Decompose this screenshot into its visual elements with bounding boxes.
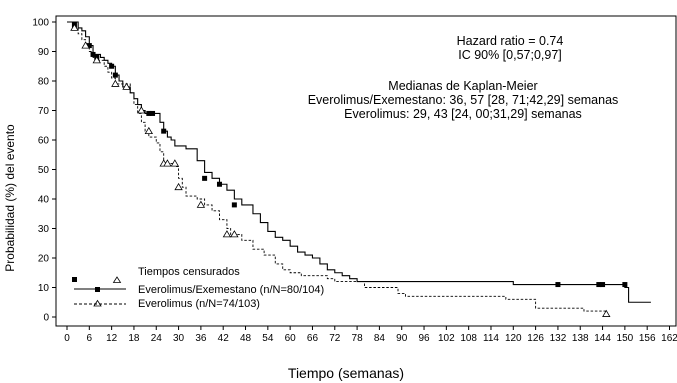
x-tick-label: 12 — [106, 333, 118, 344]
annotations: Hazard ratio = 0.74 IC 90% [0,57;0,97] M… — [308, 34, 619, 121]
median-combo-text: Everolimus/Exemestano: 36, 57 [28, 71;42… — [308, 93, 619, 107]
censor-mark-triangle — [602, 309, 611, 317]
y-tick-label: 80 — [38, 77, 50, 88]
y-tick-label: 30 — [38, 224, 50, 235]
y-tick-label: 20 — [38, 254, 50, 265]
x-tick-label: 138 — [572, 333, 589, 344]
legend-label-combo: Everolimus/Exemestano (n/N=80/104) — [138, 284, 324, 296]
censor-mark-square — [86, 43, 92, 49]
x-tick-label: 72 — [329, 333, 341, 344]
y-tick-label: 50 — [38, 165, 50, 176]
censor-mark-triangle — [137, 106, 146, 114]
censor-mark-square — [161, 128, 167, 134]
censor-mark-square — [146, 110, 152, 116]
x-tick-label: 54 — [262, 333, 274, 344]
x-tick-label: 162 — [661, 333, 677, 344]
censor-mark-triangle — [81, 41, 90, 49]
legend-label-evero: Everolimus (n/N=74/103) — [138, 298, 260, 310]
censor-mark-square — [109, 63, 115, 69]
y-tick-label: 40 — [38, 195, 50, 206]
series-layer — [67, 21, 651, 317]
plot-frame — [55, 15, 677, 327]
censor-mark-triangle — [70, 23, 79, 31]
legend: Tiempos censurados Everolimus/Exemestano… — [72, 266, 324, 310]
x-axis-label: Tiempo (semanas) — [288, 365, 404, 381]
legend-censor-triangle — [112, 276, 122, 283]
x-tick-label: 150 — [617, 333, 634, 344]
y-axis-label: Probabilidad (%) del evento — [3, 124, 17, 272]
legend-censor-square — [72, 277, 77, 282]
x-tick-label: 30 — [173, 333, 185, 344]
x-tick-label: 90 — [396, 333, 408, 344]
censor-mark-square — [600, 282, 606, 288]
censor-mark-square — [202, 175, 208, 181]
censor-mark-square — [596, 282, 602, 288]
axes: 0 6 12 18 24 30 36 42 48 54 60 66 72 78 84 90 96 102 108 11… — [32, 15, 677, 344]
legend-marker-combo — [95, 287, 100, 292]
x-tick-label: 132 — [550, 333, 567, 344]
censor-mark-triangle — [196, 200, 206, 208]
x-tick-label: 60 — [285, 333, 297, 344]
censor-mark-triangle — [122, 82, 131, 90]
censor-mark-square — [90, 51, 96, 57]
x-tick-label: 108 — [460, 333, 477, 344]
x-tick-label: 156 — [639, 333, 656, 344]
x-tick-label: 66 — [307, 333, 319, 344]
censor-mark-triangle — [230, 230, 239, 238]
medianas-title: Medianas de Kaplan-Meier — [388, 79, 537, 93]
censor-mark-square — [622, 282, 628, 288]
x-tick-label: 36 — [195, 333, 207, 344]
x-tick-label: 18 — [128, 333, 140, 344]
hazard-ratio-text: Hazard ratio = 0.74 — [457, 34, 564, 48]
series-line-everolimus — [67, 21, 607, 312]
series-line-everolimus-exemestano — [67, 21, 651, 303]
censor-mark-triangle — [222, 230, 232, 238]
x-tick-label: 42 — [218, 333, 230, 344]
x-tick-label: 24 — [151, 333, 163, 344]
censor-mark-triangle — [144, 126, 154, 135]
x-tick-label: 84 — [374, 333, 386, 344]
censor-mark-square — [112, 72, 118, 78]
x-tick-label: 120 — [505, 333, 522, 344]
legend-censor-label: Tiempos censurados — [138, 266, 240, 278]
censor-mark-square — [231, 202, 237, 208]
censor-mark-triangle — [174, 182, 183, 191]
x-tick-label: 96 — [418, 333, 430, 344]
y-tick-label: 100 — [32, 18, 49, 29]
x-tick-label: 78 — [352, 333, 364, 344]
median-evero-text: Everolimus: 29, 43 [24, 00;31,29] semana… — [344, 107, 582, 121]
x-tick-label: 114 — [483, 333, 499, 344]
censor-mark-square — [216, 181, 222, 187]
x-tick-label: 102 — [438, 333, 455, 344]
censor-mark-triangle — [170, 159, 180, 167]
censor-mark-square — [150, 110, 156, 116]
x-tick-label: 126 — [527, 333, 544, 344]
y-tick-label: 10 — [38, 283, 50, 294]
censor-mark-triangle — [163, 159, 172, 167]
x-tick-label: 144 — [594, 333, 611, 344]
y-tick-label: 70 — [38, 106, 50, 117]
x-tick-label: 0 — [64, 333, 70, 344]
x-tick-label: 6 — [87, 333, 93, 344]
x-tick-label: 48 — [240, 333, 252, 344]
y-tick-label: 60 — [38, 136, 50, 147]
censor-mark-triangle — [111, 79, 120, 87]
censor-mark-triangle — [92, 56, 101, 64]
legend-marker-evero — [93, 299, 102, 307]
y-tick-label: 0 — [43, 313, 49, 324]
ic-text: IC 90% [0,57;0,97] — [458, 48, 562, 62]
y-tick-label: 90 — [38, 47, 50, 58]
censor-mark-square — [555, 282, 561, 288]
